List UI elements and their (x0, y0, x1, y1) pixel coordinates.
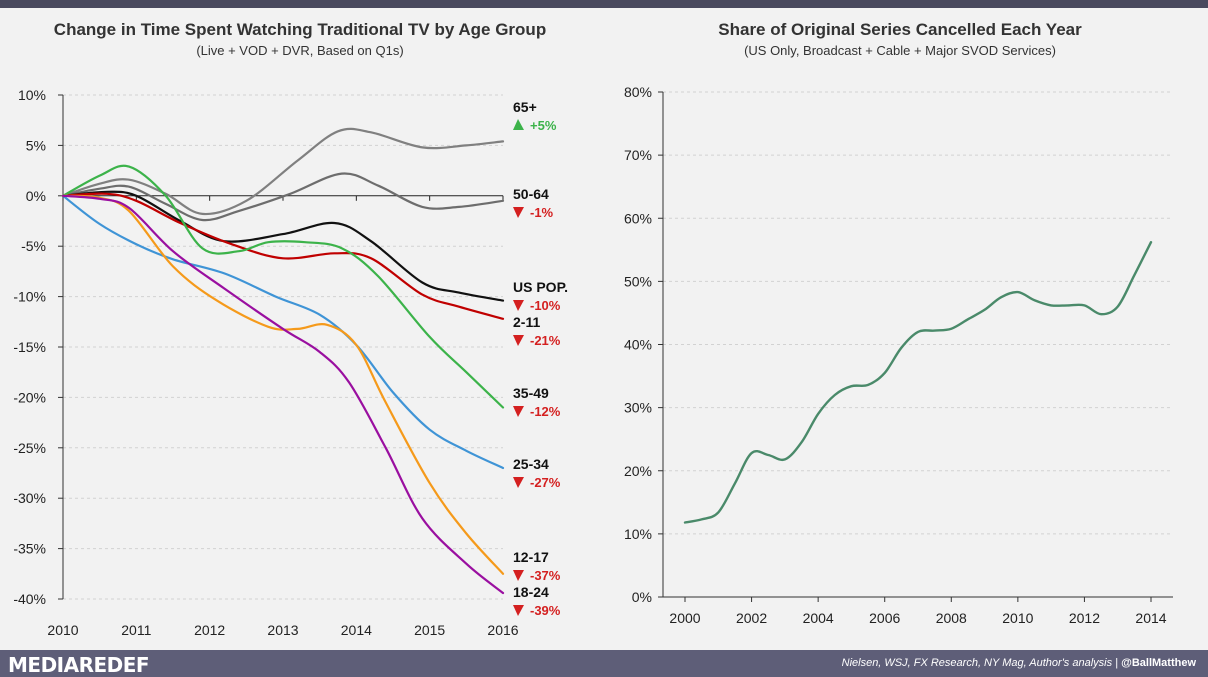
down-triangle-icon (513, 406, 524, 417)
right-x-tick-label: 2004 (803, 610, 834, 626)
right-y-tick-label: 0% (632, 589, 652, 605)
left-y-tick-label: -25% (13, 440, 46, 456)
series-label-18-24: 18-24 (513, 584, 549, 600)
left-y-tick-label: -5% (21, 238, 46, 254)
series-change-50-64: -1% (530, 205, 554, 220)
source-credits: Nielsen, WSJ, FX Research, NY Mag, Autho… (842, 657, 1196, 669)
right-x-tick-label: 2002 (736, 610, 767, 626)
series-label-35-49: 35-49 (513, 385, 549, 401)
twitter-handle: @BallMatthew (1121, 657, 1196, 669)
left-x-tick-label: 2016 (487, 622, 518, 638)
series-label-12-17: 12-17 (513, 549, 549, 565)
down-triangle-icon (513, 605, 524, 616)
right-y-tick-label: 70% (624, 147, 652, 163)
series-label-65: 65+ (513, 99, 537, 115)
series-change-35-49: -12% (530, 404, 561, 419)
cancelled-share-line (683, 241, 1153, 524)
right-x-tick-label: 2006 (869, 610, 900, 626)
left-x-tick-label: 2012 (194, 622, 225, 638)
series-label-50-64: 50-64 (513, 186, 549, 202)
series-line-65 (61, 127, 505, 216)
right-y-tick-label: 30% (624, 400, 652, 416)
left-y-tick-label: 5% (26, 137, 46, 153)
series-line-18-24 (61, 194, 505, 595)
series-line-12-17 (61, 194, 505, 575)
series-change-us-pop: -10% (530, 298, 561, 313)
right-y-tick-label: 60% (624, 210, 652, 226)
series-line-50-64 (61, 172, 505, 222)
right-x-tick-label: 2012 (1069, 610, 1100, 626)
series-label-us-pop: US POP. (513, 279, 568, 295)
left-x-tick-label: 2015 (414, 622, 445, 638)
left-x-tick-label: 2014 (341, 622, 372, 638)
right-x-tick-label: 2008 (936, 610, 967, 626)
left-chart-subtitle: (Live + VOD + DVR, Based on Q1s) (196, 43, 404, 58)
right-chart-subtitle: (US Only, Broadcast + Cable + Major SVOD… (744, 43, 1056, 58)
left-x-tick-label: 2013 (267, 622, 298, 638)
footer-bar: MEDIAREDEF Nielsen, WSJ, FX Research, NY… (0, 650, 1208, 677)
left-x-tick-label: 2010 (47, 622, 78, 638)
left-y-tick-label: -35% (13, 541, 46, 557)
top-bar (0, 0, 1208, 8)
right-x-tick-label: 2014 (1135, 610, 1166, 626)
left-y-tick-label: -40% (13, 591, 46, 607)
series-line-2-11 (61, 192, 505, 320)
source-text: Nielsen, WSJ, FX Research, NY Mag, Autho… (841, 657, 1119, 669)
series-change-12-17: -37% (530, 568, 561, 583)
right-y-tick-label: 10% (624, 526, 652, 542)
series-change-65: +5% (530, 118, 557, 133)
series-label-2-11: 2-11 (513, 314, 540, 330)
left-y-tick-label: -10% (13, 289, 46, 305)
logo-part-redef: REDEF (78, 653, 150, 677)
series-line-35-49 (61, 164, 505, 409)
down-triangle-icon (513, 477, 524, 488)
right-x-tick-label: 2000 (669, 610, 700, 626)
left-y-tick-label: -15% (13, 339, 46, 355)
right-y-tick-label: 80% (624, 84, 652, 100)
charts-canvas: 10%5%0%-5%-10%-15%-20%-25%-30%-35%-40%20… (13, 84, 1173, 638)
right-y-tick-label: 40% (624, 337, 652, 353)
series-line-us-pop (61, 190, 505, 302)
right-x-tick-label: 2010 (1002, 610, 1033, 626)
left-x-tick-label: 2011 (121, 622, 151, 638)
down-triangle-icon (513, 570, 524, 581)
right-y-tick-label: 50% (624, 273, 652, 289)
series-label-25-34: 25-34 (513, 456, 549, 472)
right-y-tick-label: 20% (624, 463, 652, 479)
series-change-18-24: -39% (530, 603, 561, 618)
right-chart-title: Share of Original Series Cancelled Each … (718, 20, 1082, 39)
up-triangle-icon (513, 119, 524, 130)
series-line-25-34 (61, 194, 505, 470)
down-triangle-icon (513, 207, 524, 218)
down-triangle-icon (513, 335, 524, 346)
series-change-25-34: -27% (530, 475, 561, 490)
left-y-tick-label: -20% (13, 389, 46, 405)
mediaredef-logo: MEDIAREDEF (8, 653, 150, 677)
logo-part-media: MEDIA (8, 653, 79, 677)
left-chart-title: Change in Time Spent Watching Traditiona… (53, 20, 547, 39)
left-y-tick-label: -30% (13, 490, 46, 506)
down-triangle-icon (513, 300, 524, 311)
left-y-tick-label: 0% (26, 188, 46, 204)
left-y-tick-label: 10% (18, 87, 46, 103)
series-change-2-11: -21% (530, 333, 561, 348)
